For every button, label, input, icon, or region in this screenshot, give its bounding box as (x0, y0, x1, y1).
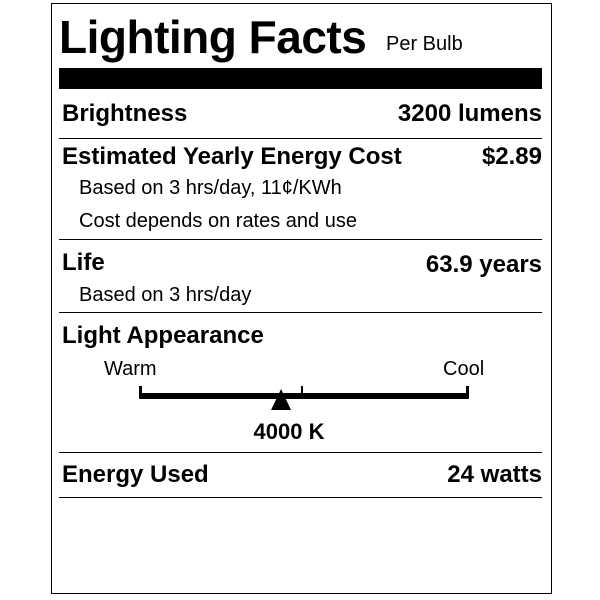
color-temperature-value: 4000 K (253, 419, 325, 444)
lighting-facts-label (51, 3, 552, 594)
label-subtitle: Per Bulb (386, 33, 463, 55)
life-label: Life (62, 249, 105, 276)
divider (59, 497, 542, 498)
scale-tick (466, 386, 469, 396)
energy-used-label: Energy Used (62, 461, 209, 488)
cool-label: Cool (443, 358, 485, 380)
divider (59, 138, 542, 139)
energy-cost-note: Cost depends on rates and use (79, 210, 357, 232)
energy-cost-label: Estimated Yearly Energy Cost (62, 143, 402, 170)
scale-bar (139, 393, 469, 399)
light-appearance-label: Light Appearance (62, 322, 264, 349)
warm-label: Warm (104, 358, 157, 380)
brightness-label: Brightness (62, 100, 188, 127)
divider (59, 312, 542, 313)
life-note: Based on 3 hrs/day (79, 284, 252, 306)
life-value: 63.9 years (425, 251, 542, 278)
brightness-value: 3200 lumens (397, 100, 542, 127)
temperature-marker-icon (271, 389, 292, 410)
scale-tick (139, 386, 142, 396)
label-title: Lighting Facts (59, 11, 367, 63)
energy-cost-value: $2.89 (481, 143, 542, 170)
title-bar (59, 68, 542, 89)
scale-tick (301, 386, 303, 396)
divider (59, 239, 542, 240)
energy-cost-note: Based on 3 hrs/day, 11¢/KWh (79, 177, 342, 199)
energy-used-value: 24 watts (447, 461, 542, 488)
divider (59, 452, 542, 453)
